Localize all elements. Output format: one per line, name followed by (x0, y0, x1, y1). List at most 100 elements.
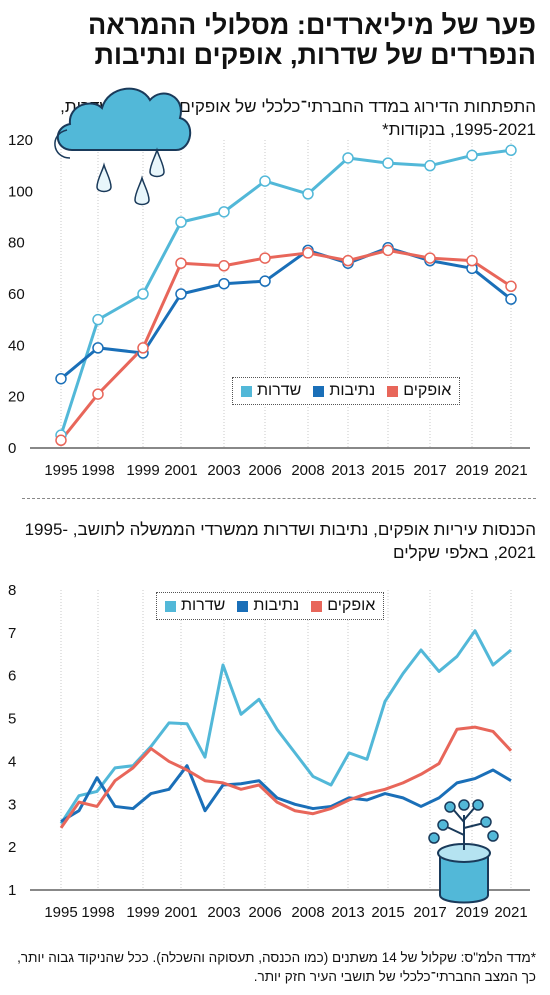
data-point (175, 216, 187, 228)
x-tick-label: 2013 (331, 462, 364, 479)
legend-item-ofakim: אופקים (311, 597, 375, 615)
x-tick-label: 1998 (81, 462, 114, 479)
plant-pot-icon (428, 799, 499, 904)
legend-label: נתיבות (253, 597, 300, 614)
x-tick-label: 2021 (494, 462, 527, 479)
legend-label: אופקים (403, 382, 452, 399)
data-point (92, 388, 104, 400)
legend-item-netivot: נתיבות (237, 597, 299, 615)
y-tick-label: 100 (8, 183, 33, 200)
legend-swatch (237, 600, 249, 612)
legend-swatch (165, 600, 176, 612)
data-point (137, 342, 149, 354)
x-tick-label: 2017 (413, 462, 446, 479)
data-point (259, 275, 271, 287)
legend-item-sderot: שדרות (165, 597, 225, 615)
data-point (302, 188, 314, 200)
legend-label: שדרות (257, 382, 302, 399)
x-tick-label: 1998 (81, 904, 114, 921)
x-tick-label: 2006 (248, 462, 281, 479)
x-tick-label: 2019 (455, 904, 488, 921)
chart1-legend: שדרות נתיבות אופקים (232, 377, 461, 405)
legend-label: שדרות (181, 597, 226, 614)
data-point (505, 280, 517, 293)
y-tick-label: 40 (8, 337, 25, 354)
x-tick-label: 1999 (126, 904, 159, 921)
x-tick-label: 2008 (291, 462, 324, 479)
legend-swatch (387, 385, 399, 397)
y-tick-label: 120 (8, 132, 33, 149)
data-point (505, 144, 517, 157)
series-line (59, 725, 513, 829)
chart-1: 0 20 40 60 80 100 120 1995 1998 1999 2001 2003 2006 2… (8, 132, 530, 479)
footnote: *מדד הלמ"ס: שקלול של 14 משתנים (כמו הכנס… (17, 950, 536, 984)
x-tick-label: 2015 (371, 904, 404, 921)
x-tick-label: 2008 (291, 904, 324, 921)
data-point (259, 175, 271, 187)
data-point (218, 277, 230, 290)
data-point (424, 252, 436, 264)
x-tick-label: 2001 (164, 904, 197, 921)
data-point (175, 288, 187, 300)
y-tick-label: 2 (8, 839, 16, 856)
data-point (302, 247, 314, 259)
data-point (92, 342, 104, 354)
data-point (55, 434, 67, 447)
data-point (342, 254, 354, 267)
data-point (259, 252, 271, 264)
data-point (505, 293, 517, 305)
section-divider (22, 498, 536, 499)
data-point (218, 206, 230, 218)
x-tick-label: 2003 (207, 462, 240, 479)
data-point (55, 372, 67, 385)
y-tick-label: 7 (8, 625, 16, 642)
data-point (342, 152, 354, 164)
series-line (59, 148, 512, 436)
data-point (466, 149, 478, 162)
legend-swatch (311, 600, 323, 612)
data-point (424, 159, 436, 172)
y-tick-label: 8 (8, 582, 16, 599)
x-tick-label: 1995 (44, 462, 77, 479)
x-tick-label: 2015 (371, 462, 404, 479)
data-point (382, 244, 394, 257)
chart2-legend: שדרות נתיבות אופקים (156, 592, 385, 620)
series-line (60, 246, 512, 380)
y-tick-label: 60 (8, 286, 25, 303)
x-tick-label: 2003 (207, 904, 240, 921)
y-tick-label: 80 (8, 235, 25, 252)
legend-label: אופקים (327, 597, 376, 614)
y-tick-label: 0 (8, 440, 16, 457)
x-tick-label: 2001 (164, 462, 197, 479)
data-point (137, 288, 149, 300)
series-line (59, 248, 512, 442)
x-tick-label: 2019 (455, 462, 488, 479)
cloud-icon (54, 87, 191, 206)
legend-label: נתיבות (329, 382, 376, 399)
data-point (175, 257, 187, 269)
y-tick-label: 1 (8, 882, 16, 899)
data-point (218, 260, 230, 272)
data-point (92, 313, 104, 326)
x-tick-label: 1999 (126, 462, 159, 479)
chart-2: 1 2 3 4 5 6 7 8 1995 1998 1999 2001 2003 2006 2008 2013… (8, 582, 530, 921)
x-tick-label: 2021 (494, 904, 527, 921)
y-tick-label: 20 (8, 389, 25, 406)
legend-item-ofakim: אופקים (387, 382, 451, 400)
y-tick-label: 6 (8, 668, 16, 685)
data-point (466, 254, 478, 267)
page-title: פער של מיליארדים: מסלולי ההמראה הנפרדים … (87, 10, 536, 70)
series-line (60, 764, 512, 823)
data-point (382, 157, 394, 169)
legend-item-sderot: שדרות (241, 382, 301, 400)
chart2-title: הכנסות עיריות אופקים, נתיבות ושדרות ממשר… (24, 520, 536, 562)
x-tick-label: 2006 (248, 904, 281, 921)
y-tick-label: 4 (8, 753, 16, 770)
y-tick-label: 5 (8, 711, 16, 728)
legend-swatch (241, 385, 252, 397)
x-tick-label: 2017 (413, 904, 446, 921)
legend-item-netivot: נתיבות (313, 382, 375, 400)
x-tick-label: 2013 (331, 904, 364, 921)
y-tick-label: 3 (8, 796, 16, 813)
